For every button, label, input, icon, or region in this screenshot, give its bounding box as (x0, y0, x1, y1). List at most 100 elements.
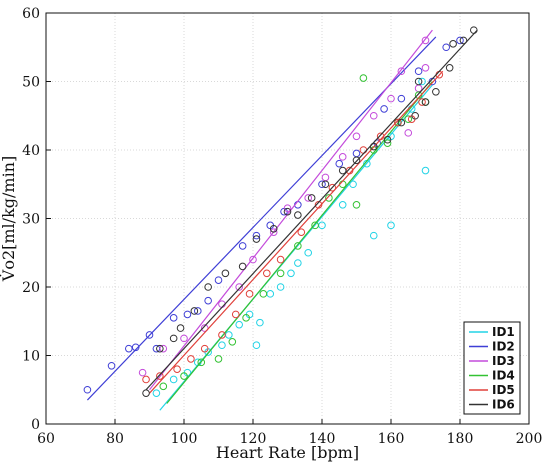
data-point-id6 (294, 211, 302, 219)
data-point-id6 (238, 262, 247, 271)
data-point-id2 (131, 343, 140, 352)
data-point-id1 (169, 375, 178, 384)
data-point-id2 (352, 149, 361, 158)
data-point-id3 (404, 129, 413, 137)
data-point-id5 (245, 290, 254, 298)
data-point-id1 (387, 221, 395, 230)
series-id6 (142, 26, 478, 397)
data-point-id6 (449, 40, 457, 48)
legend-label: ID2 (492, 340, 515, 354)
data-point-id1 (338, 201, 347, 209)
legend-label: ID4 (492, 369, 515, 383)
data-point-id3 (369, 111, 378, 120)
data-point-id6 (142, 389, 150, 397)
fit-line-id3 (149, 29, 433, 391)
data-point-id3 (269, 228, 278, 236)
data-point-id6 (397, 118, 406, 127)
data-point-id3 (338, 153, 347, 161)
data-point-id4 (180, 372, 188, 380)
data-point-id5 (276, 255, 285, 264)
data-point-id1 (276, 283, 285, 291)
data-point-id4 (325, 194, 333, 202)
fit-line-id4 (166, 81, 433, 404)
legend-label: ID5 (492, 383, 515, 397)
data-point-id5 (173, 365, 181, 374)
data-point-id6 (221, 269, 230, 278)
data-point-id2 (442, 43, 451, 52)
data-point-id3 (304, 194, 313, 202)
data-point-id6 (421, 98, 430, 106)
data-point-id4 (383, 139, 392, 147)
fit-line-id5 (149, 70, 444, 394)
data-point-id6 (369, 142, 378, 151)
data-point-id1 (252, 341, 261, 350)
data-point-id6 (432, 87, 440, 96)
data-point-id2 (238, 242, 247, 250)
data-point-id2 (456, 36, 464, 45)
data-point-id5 (156, 372, 164, 380)
data-point-id1 (235, 320, 243, 329)
data-point-id6 (470, 26, 478, 34)
y-tick-label: 50 (22, 75, 40, 91)
data-point-id6 (204, 283, 212, 291)
y-tick-label: 0 (31, 417, 40, 433)
data-point-id1 (287, 269, 295, 278)
data-point-id6 (445, 64, 454, 72)
data-point-id2 (214, 276, 223, 284)
data-point-id3 (421, 64, 430, 72)
fit-line-id2 (86, 36, 437, 401)
x-tick-label: 80 (106, 431, 124, 447)
series-group (83, 26, 478, 411)
data-point-id2 (414, 67, 423, 76)
data-point-id3 (321, 173, 330, 182)
data-point-id4 (228, 338, 237, 346)
x-tick-label: 60 (37, 431, 55, 447)
data-point-id5 (218, 331, 226, 339)
data-point-id4 (159, 382, 168, 391)
data-point-id1 (369, 231, 378, 240)
data-point-id6 (338, 166, 347, 175)
x-tick-label: 120 (240, 431, 267, 447)
y-tick-label: 20 (22, 280, 40, 296)
data-point-id4 (214, 355, 223, 363)
data-point-id1 (225, 331, 233, 339)
data-point-id2 (335, 159, 344, 168)
data-point-id2 (204, 296, 212, 305)
data-point-id1 (349, 180, 357, 189)
x-tick-label: 100 (171, 431, 198, 447)
x-tick-label: 140 (309, 431, 336, 447)
data-point-id6 (176, 324, 185, 332)
y-axis-title: V̇o2[ml/kg/min] (0, 156, 18, 282)
data-point-id3 (283, 204, 292, 213)
data-point-id4 (276, 269, 285, 278)
data-point-id5 (328, 183, 337, 192)
data-point-id1 (256, 318, 264, 327)
data-point-id6 (156, 344, 164, 353)
data-point-id6 (321, 180, 330, 189)
data-point-id2 (125, 344, 133, 353)
data-point-id1 (152, 389, 161, 397)
data-point-id4 (404, 115, 413, 123)
data-point-id2 (397, 94, 406, 103)
data-point-id3 (235, 283, 243, 291)
data-point-id4 (359, 74, 368, 82)
data-point-id6 (414, 77, 423, 86)
data-point-id6 (169, 334, 178, 343)
data-point-id3 (159, 344, 168, 353)
y-tick-label: 60 (22, 6, 40, 22)
data-point-id6 (459, 36, 468, 45)
data-point-id3 (352, 132, 361, 141)
axis-ticks: 60 80 100 120 140 160 180 200 0 10 20 30 40 50 60 (22, 6, 542, 447)
data-point-id6 (307, 194, 316, 202)
data-point-id3 (138, 368, 147, 377)
data-point-id1 (218, 341, 226, 350)
data-point-id4 (259, 290, 268, 298)
x-tick-label: 180 (447, 431, 474, 447)
series-id5 (142, 70, 444, 394)
legend-label: ID3 (492, 354, 515, 368)
data-point-id2 (252, 231, 261, 240)
data-point-id4 (311, 221, 319, 230)
data-point-id5 (297, 228, 306, 236)
